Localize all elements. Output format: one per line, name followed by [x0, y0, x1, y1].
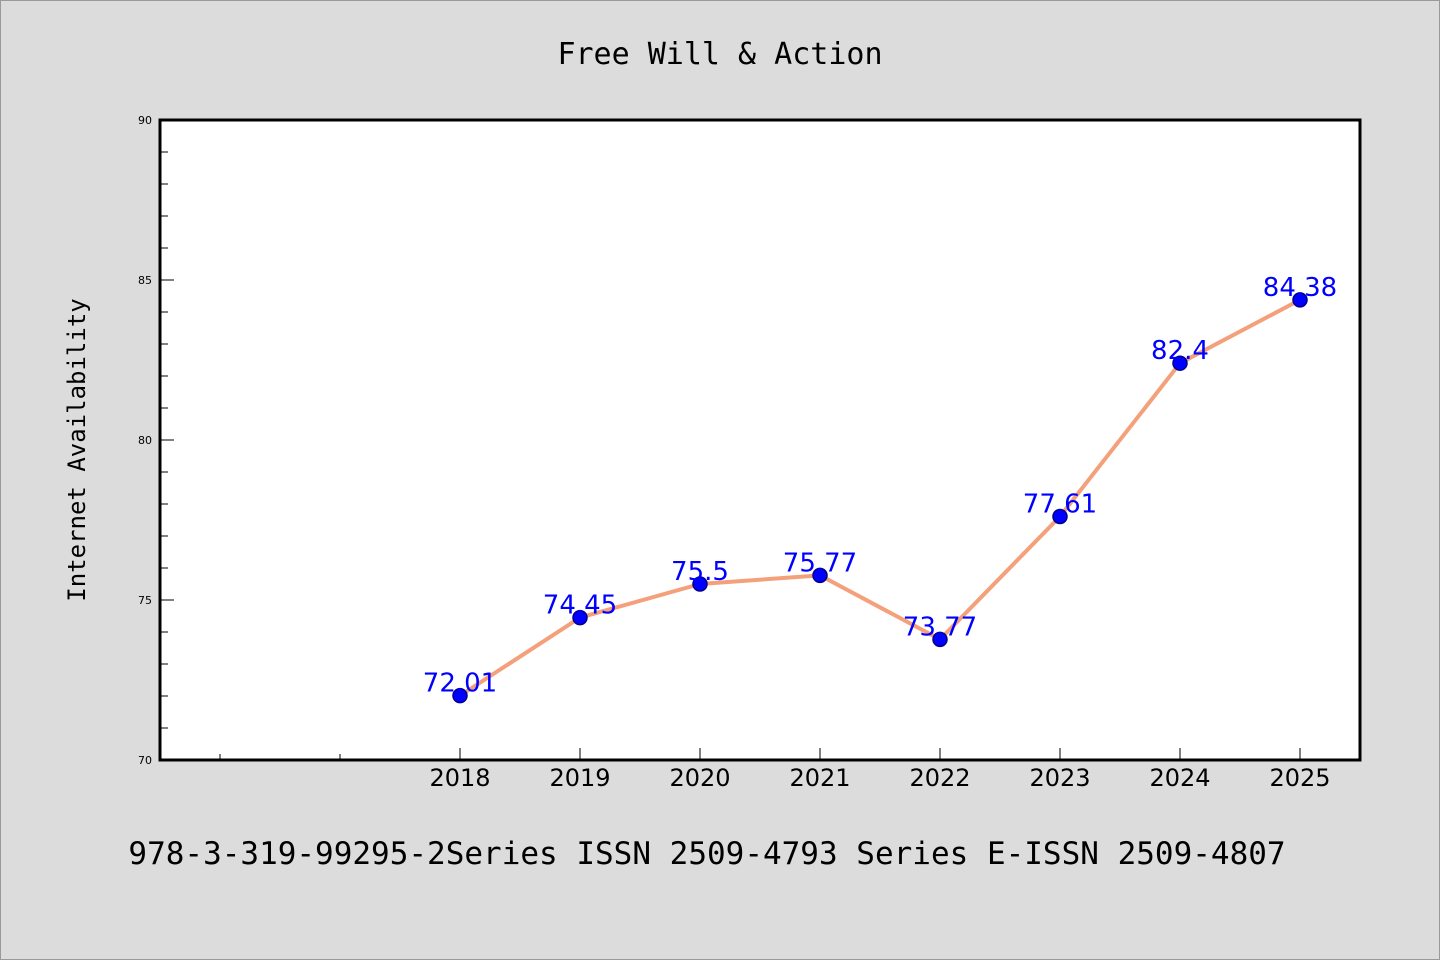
plot-area — [160, 120, 1360, 760]
x-tick-label: 2022 — [909, 764, 970, 792]
x-tick-label: 2019 — [549, 764, 610, 792]
data-label: 74.45 — [543, 591, 617, 621]
data-label: 73.77 — [903, 612, 977, 642]
data-point — [812, 567, 828, 584]
x-tick-label: 2021 — [789, 764, 850, 792]
x-tick-label: 2023 — [1029, 764, 1090, 792]
data-label: 84.38 — [1263, 273, 1337, 303]
y-axis-label: Internet Availability — [63, 298, 91, 601]
data-point — [1172, 355, 1188, 371]
x-axis-ticks: 2018 2019 2020 2021 2022 2023 2024 2025 — [429, 748, 1331, 792]
y-tick-label: 85 — [138, 274, 152, 287]
data-point — [572, 609, 588, 626]
data-label: 75.77 — [783, 548, 857, 578]
x-tick-label: 2018 — [429, 764, 490, 792]
data-point — [1292, 292, 1308, 308]
data-point — [692, 576, 708, 592]
data-label: 82.4 — [1151, 336, 1209, 366]
plot-border — [158, 118, 1362, 762]
y-tick-label: 90 — [138, 114, 152, 127]
data-point — [932, 631, 948, 648]
series-line — [458, 297, 1302, 698]
data-label: 77.61 — [1023, 489, 1097, 519]
data-point — [1052, 508, 1068, 525]
x-tick-label: 2024 — [1149, 764, 1210, 792]
series-group — [452, 292, 1308, 704]
data-label: 72.01 — [423, 669, 497, 699]
data-point — [452, 687, 468, 704]
y-tick-label: 80 — [138, 434, 152, 447]
y-tick-label: 75 — [138, 594, 152, 607]
x-tick-label: 2025 — [1269, 764, 1330, 792]
data-label-group: 72.01 74.45 75.5 75.77 73.77 77.61 82.4 84.38 — [423, 273, 1337, 699]
footer-text: 978-3-319-99295-2Series ISSN 2509-4793 S… — [128, 836, 1285, 872]
chart-title: Free Will & Action — [557, 37, 882, 72]
x-tick-label: 2020 — [669, 764, 730, 792]
y-tick-label: 70 — [138, 754, 152, 767]
data-label: 75.5 — [671, 557, 729, 587]
